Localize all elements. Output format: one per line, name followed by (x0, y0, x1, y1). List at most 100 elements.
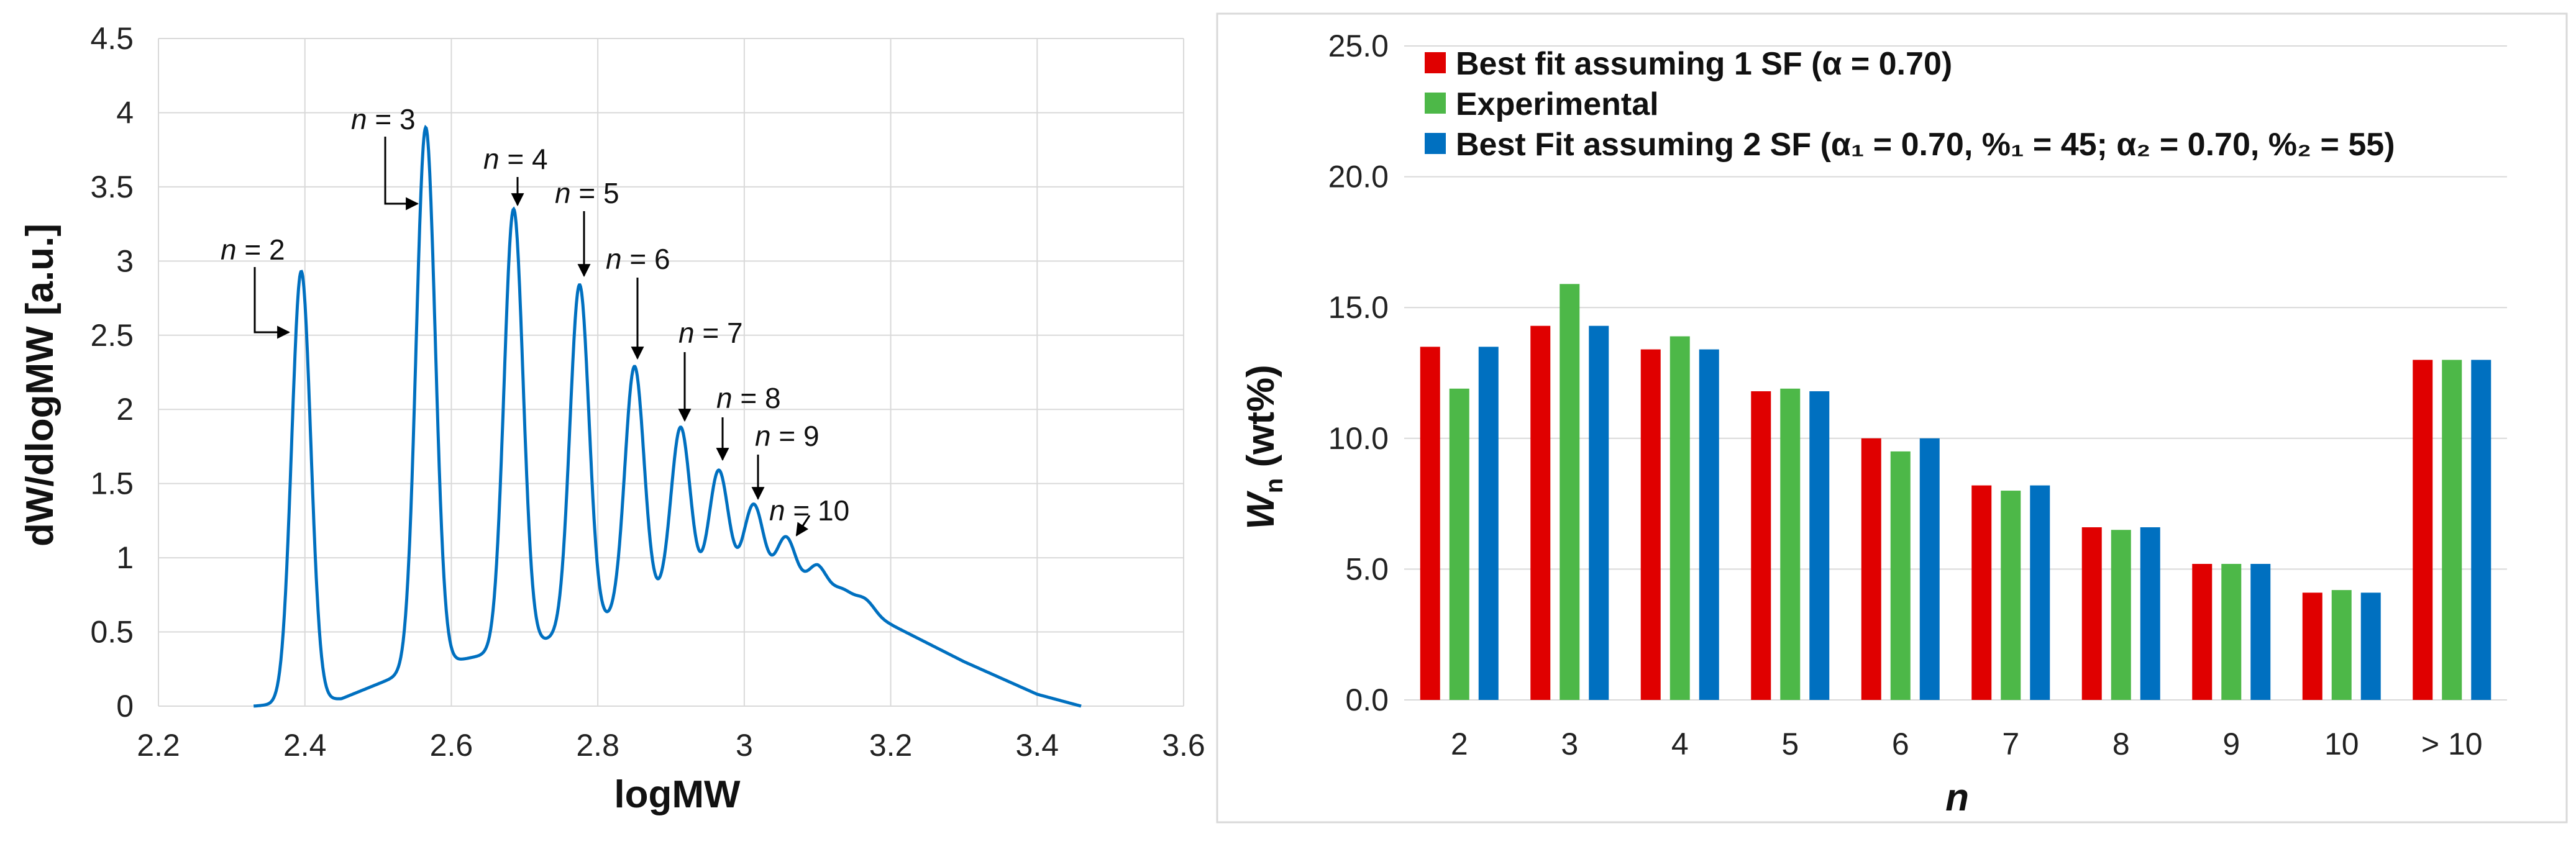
bar-s3-9 (2250, 563, 2271, 700)
y-tick-label: 20.0 (1328, 160, 1389, 194)
bar-s1-10 (2302, 592, 2323, 700)
y-tick-label: 25.0 (1328, 29, 1389, 63)
bar-s1-7 (1971, 485, 1992, 700)
bar-s3-8 (2140, 527, 2160, 700)
peak-label-var: n (606, 243, 622, 275)
bar-s3-3 (1589, 325, 1609, 700)
peak-label-var: n (483, 143, 500, 175)
peak-label-var: n (351, 103, 367, 135)
y-tick-label: 0.0 (1345, 683, 1389, 717)
x-tick-label: 2.2 (137, 728, 180, 763)
x-tick-label: 9 (2222, 727, 2240, 761)
peak-label-value: = 5 (571, 177, 619, 209)
bar-series (1420, 284, 2492, 700)
gpc-chart: 0 0.5 1 1.5 2 2.5 3 3.5 4 4.5 2.2 2.4 2.6 2.8 3 3.2 3.4 3… (19, 21, 1205, 816)
legend-label-1: Best fit assuming 1 SF (α = 0.70) (1456, 46, 1952, 82)
y-tick-label: 10.0 (1328, 421, 1389, 456)
bar-s1-5 (1751, 391, 1771, 700)
peak-label-value: = 4 (500, 143, 548, 175)
bar-s2-7 (2001, 491, 2021, 700)
x-tick-label: 3.2 (869, 728, 913, 763)
peak-arrow (253, 267, 291, 339)
y-tick-label: 5.0 (1345, 551, 1389, 586)
legend: Best fit assuming 1 SF (α = 0.70) Experim… (1425, 46, 2395, 163)
y-axis-title-var: W (1240, 491, 1282, 530)
peak-label-value: = 7 (695, 317, 743, 349)
peak-label-n10: n = 10 (769, 494, 849, 527)
peak-label-n8: n = 8 (716, 382, 781, 414)
x-tick-label: 3.6 (1162, 728, 1205, 763)
legend-swatch-1 (1425, 52, 1446, 73)
peak-label-value: = 2 (237, 234, 285, 266)
x-tick-label: 3 (1561, 727, 1578, 761)
x-tick-label: 5 (1781, 727, 1799, 761)
bar-s2-5 (1780, 388, 1801, 700)
bar-s1-3 (1530, 325, 1551, 700)
y-axis-title: dW/dlogMW [a.u.] (19, 224, 62, 547)
bar-tick-labels: 0.0 5.0 10.0 15.0 20.0 25.0 2 3 4 5 6 7 8 9 10 > 10 (1328, 29, 2483, 761)
peak-label-var: n (755, 420, 771, 452)
x-tick-label: 2.6 (430, 728, 473, 763)
peak-label-n7: n = 7 (678, 317, 743, 349)
y-tick-label: 3.5 (90, 170, 134, 204)
peak-arrow (795, 515, 811, 537)
bar-s3-4 (1699, 349, 1719, 700)
x-tick-label: 3.4 (1016, 728, 1059, 763)
bar-gridlines (1404, 45, 2507, 701)
y-tick-label: 4 (116, 95, 134, 130)
bar-s1-gtgt10 (2413, 360, 2433, 700)
x-tick-label: 2 (1451, 727, 1468, 761)
bar-s2-8 (2111, 530, 2131, 700)
bar-s2-6 (1890, 451, 1911, 700)
x-tick-label: 3 (736, 728, 753, 763)
bar-s1-4 (1640, 349, 1661, 700)
peak-label-value: = 3 (367, 103, 416, 135)
y-tick-label: 4.5 (90, 21, 134, 56)
bar-s1-6 (1861, 438, 1881, 700)
y-tick-label: 1.5 (90, 466, 134, 501)
x-tick-label: 10 (2324, 727, 2359, 761)
peak-label-n6: n = 6 (606, 243, 670, 275)
bar-s2-10 (2331, 590, 2352, 700)
bar-s1-2 (1420, 347, 1440, 700)
bar-s3-5 (1809, 391, 1830, 700)
legend-label-3: Best Fit assuming 2 SF (α₁ = 0.70, %₁ = … (1456, 127, 2395, 163)
peak-label-value: = 6 (622, 243, 670, 275)
y-axis-title-units: (wt%) (1240, 365, 1282, 478)
x-tick-label: 7 (2002, 727, 2019, 761)
x-tick-label: 2.8 (576, 728, 619, 763)
x-tick-label: 8 (2112, 727, 2130, 761)
peak-label-n5: n = 5 (555, 177, 619, 209)
peak-arrow (384, 137, 419, 211)
bar-s2-9 (2221, 563, 2242, 700)
y-axis-title-sub: n (1261, 478, 1288, 493)
x-tick-label: 2.4 (283, 728, 327, 763)
bar-s1-9 (2192, 563, 2213, 700)
peak-annotations: n = 2n = 3n = 4n = 5n = 6n = 7n = 8n = 9… (221, 103, 849, 537)
legend-swatch-3 (1425, 133, 1446, 154)
bar-s1-8 (2081, 527, 2102, 700)
peak-label-n3: n = 3 (351, 103, 416, 135)
x-axis-title: n (1945, 776, 1969, 819)
peak-label-var: n (678, 317, 695, 349)
y-axis-title: Wn (wt%) (1240, 365, 1288, 530)
bar-s3-7 (2030, 485, 2050, 700)
peak-label-var: n (221, 234, 237, 266)
peak-label-value: = 10 (785, 494, 850, 527)
chart-border (1216, 12, 2568, 824)
bar-s3-2 (1478, 347, 1499, 700)
peak-label-value: = 8 (733, 382, 781, 414)
x-tick-label: 4 (1671, 727, 1689, 761)
bar-s3-6 (1919, 438, 1940, 700)
bar-s2-3 (1560, 284, 1580, 700)
x-axis-title: logMW (614, 773, 741, 816)
bar-s3-10 (2360, 592, 2381, 700)
peak-label-value: = 9 (771, 420, 820, 452)
gpc-curve (253, 124, 1082, 708)
y-tick-label: 2.5 (90, 318, 134, 353)
peak-label-n4: n = 4 (483, 143, 548, 175)
peak-label-var: n (716, 382, 733, 414)
legend-label-2: Experimental (1456, 86, 1659, 122)
y-tick-label: 3 (116, 243, 134, 278)
bar-s2-2 (1449, 388, 1469, 700)
